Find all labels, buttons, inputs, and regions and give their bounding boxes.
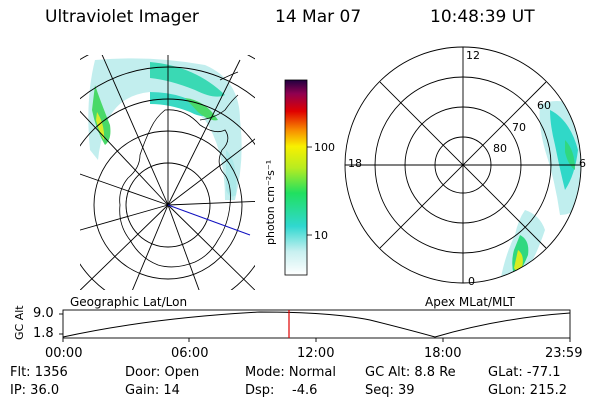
status-glat: GLat: -77.1 [488, 365, 561, 380]
altitude-plot [59, 309, 571, 342]
altitude-ytick-min: 1.8 [33, 326, 54, 341]
altitude-xtick-1800: 18:00 [424, 346, 462, 361]
status-dsp-value: -4.6 [292, 383, 318, 398]
altitude-xtick-0000: 00:00 [45, 346, 83, 361]
mlat-label-80: 80 [493, 142, 507, 155]
status-dsp-label: Dsp: [245, 383, 275, 398]
status-flt: Flt: 1356 [10, 365, 68, 380]
status-ip: IP: 36.0 [10, 383, 60, 398]
mlt-label-18: 18 [348, 157, 362, 170]
status-mode: Mode: Normal [245, 365, 336, 380]
colorbar-tick-100: 100 [314, 141, 335, 154]
auroral-emission-right [500, 101, 581, 282]
mlat-label-60: 60 [537, 99, 551, 112]
mlt-label-6: 6 [579, 157, 586, 170]
altitude-xtick-1200: 12:00 [297, 346, 335, 361]
mlt-label-0: 0 [468, 275, 475, 288]
colorbar-tick-10: 10 [314, 229, 328, 242]
mlat-label-70: 70 [512, 121, 526, 134]
colorbar-unit-label: photon cm⁻²s⁻¹ [264, 159, 277, 245]
altitude-xtick-2359: 23:59 [545, 346, 583, 361]
status-door: Door: Open [125, 365, 200, 380]
coastline [119, 71, 239, 268]
altitude-xtick-0600: 06:00 [171, 346, 209, 361]
auroral-emission-left [88, 58, 242, 201]
mlat-mlt-polar-panel [344, 46, 582, 284]
time-label: 10:48:39 UT [430, 7, 535, 27]
altitude-ytick-max: 9.0 [33, 306, 54, 321]
status-seq: Seq: 39 [365, 383, 415, 398]
status-gc-alt: GC Alt: 8.8 Re [365, 365, 456, 380]
date-label: 14 Mar 07 [275, 7, 362, 27]
status-gain: Gain: 14 [125, 383, 180, 398]
colorbar [284, 79, 312, 276]
status-glon: GLon: 215.2 [488, 383, 568, 398]
longitude-lines [80, 55, 255, 290]
altitude-ylabel: GC Alt [13, 305, 26, 340]
altitude-curve [62, 311, 571, 338]
satellite-track [167, 204, 251, 236]
right-panel-label: Apex MLat/MLT [425, 295, 515, 309]
instrument-title: Ultraviolet Imager [45, 7, 199, 27]
left-panel-label: Geographic Lat/Lon [70, 295, 188, 309]
mlt-label-12: 12 [466, 49, 480, 62]
geographic-map-panel [80, 55, 255, 290]
